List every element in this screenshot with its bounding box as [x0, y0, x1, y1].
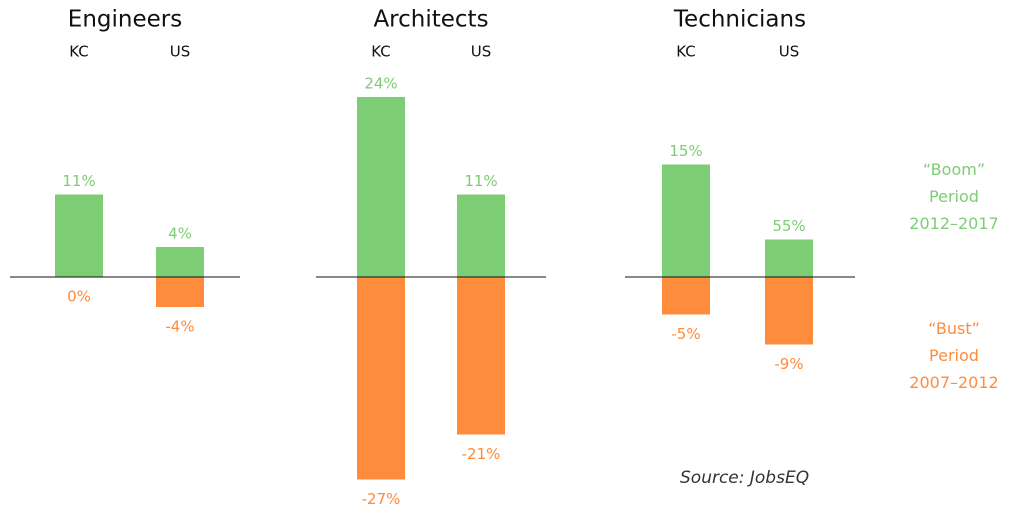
bar — [765, 239, 813, 277]
value-label: -21% — [462, 445, 501, 463]
bar — [156, 247, 204, 277]
category-label: US — [779, 43, 800, 61]
value-label: -4% — [165, 318, 194, 336]
category-label: US — [170, 43, 191, 61]
value-label: -5% — [671, 325, 700, 343]
bar — [662, 164, 710, 277]
value-label: 55% — [772, 217, 805, 235]
panel-title: Technicians — [673, 7, 806, 33]
category-label: KC — [676, 43, 696, 61]
value-label: -27% — [362, 490, 401, 508]
value-label: 11% — [62, 172, 95, 190]
bar — [156, 277, 204, 307]
category-label: KC — [371, 43, 391, 61]
bar — [55, 194, 103, 277]
value-label: -9% — [774, 355, 803, 373]
bar — [457, 277, 505, 435]
panel-title: Architects — [373, 7, 488, 33]
bar — [662, 277, 710, 315]
bar — [457, 194, 505, 277]
panel-title: Engineers — [68, 7, 182, 33]
category-label: US — [471, 43, 492, 61]
value-label: 15% — [669, 142, 702, 160]
source-note: Source: JobsEQ — [680, 468, 810, 488]
value-label: 4% — [168, 225, 192, 243]
bar — [357, 277, 405, 480]
category-label: KC — [69, 43, 89, 61]
value-label: 11% — [464, 172, 497, 190]
bar — [765, 277, 813, 345]
legend-bust: “Bust” Period 2007–2012 — [909, 319, 999, 392]
bar — [357, 97, 405, 277]
legend-boom: “Boom” Period 2012–2017 — [909, 160, 999, 233]
value-label: 0% — [67, 288, 91, 306]
value-label: 24% — [364, 75, 397, 93]
